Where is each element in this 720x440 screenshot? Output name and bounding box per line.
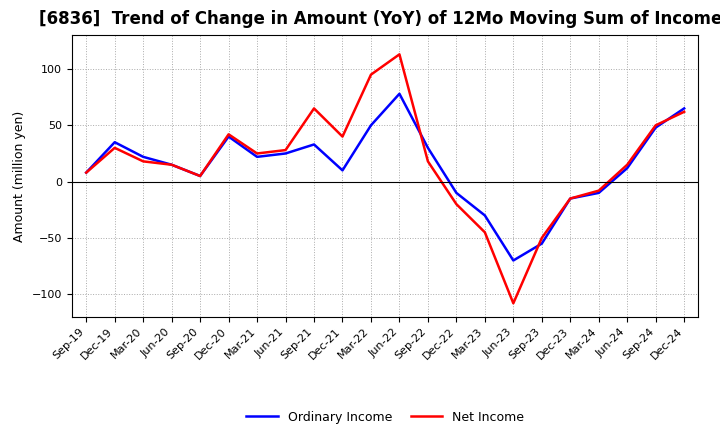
Ordinary Income [167, 162, 176, 167]
Ordinary Income [509, 258, 518, 263]
Ordinary Income [652, 125, 660, 130]
Ordinary Income [452, 190, 461, 195]
Legend: Ordinary Income, Net Income: Ordinary Income, Net Income [241, 406, 529, 429]
Net Income [423, 159, 432, 164]
Ordinary Income [139, 154, 148, 159]
Net Income [595, 188, 603, 193]
Ordinary Income [595, 190, 603, 195]
Ordinary Income [566, 196, 575, 201]
Ordinary Income [253, 154, 261, 159]
Ordinary Income [395, 91, 404, 96]
Ordinary Income [196, 173, 204, 179]
Net Income [537, 235, 546, 241]
Ordinary Income [225, 134, 233, 139]
Net Income [652, 123, 660, 128]
Net Income [310, 106, 318, 111]
Net Income [366, 72, 375, 77]
Ordinary Income [110, 139, 119, 145]
Ordinary Income [338, 168, 347, 173]
Net Income [167, 162, 176, 167]
Net Income [452, 202, 461, 207]
Net Income [282, 147, 290, 153]
Net Income [110, 145, 119, 150]
Net Income [395, 52, 404, 57]
Ordinary Income [423, 145, 432, 150]
Line: Net Income: Net Income [86, 55, 684, 303]
Net Income [338, 134, 347, 139]
Ordinary Income [82, 170, 91, 175]
Net Income [623, 162, 631, 167]
Ordinary Income [537, 241, 546, 246]
Ordinary Income [310, 142, 318, 147]
Net Income [82, 170, 91, 175]
Line: Ordinary Income: Ordinary Income [86, 94, 684, 260]
Net Income [566, 196, 575, 201]
Ordinary Income [366, 123, 375, 128]
Ordinary Income [680, 106, 688, 111]
Net Income [680, 109, 688, 114]
Net Income [480, 230, 489, 235]
Ordinary Income [480, 213, 489, 218]
Y-axis label: Amount (million yen): Amount (million yen) [14, 110, 27, 242]
Net Income [139, 159, 148, 164]
Ordinary Income [282, 151, 290, 156]
Net Income [253, 151, 261, 156]
Net Income [509, 301, 518, 306]
Title: [6836]  Trend of Change in Amount (YoY) of 12Mo Moving Sum of Incomes: [6836] Trend of Change in Amount (YoY) o… [39, 10, 720, 28]
Net Income [196, 173, 204, 179]
Ordinary Income [623, 165, 631, 171]
Net Income [225, 132, 233, 137]
